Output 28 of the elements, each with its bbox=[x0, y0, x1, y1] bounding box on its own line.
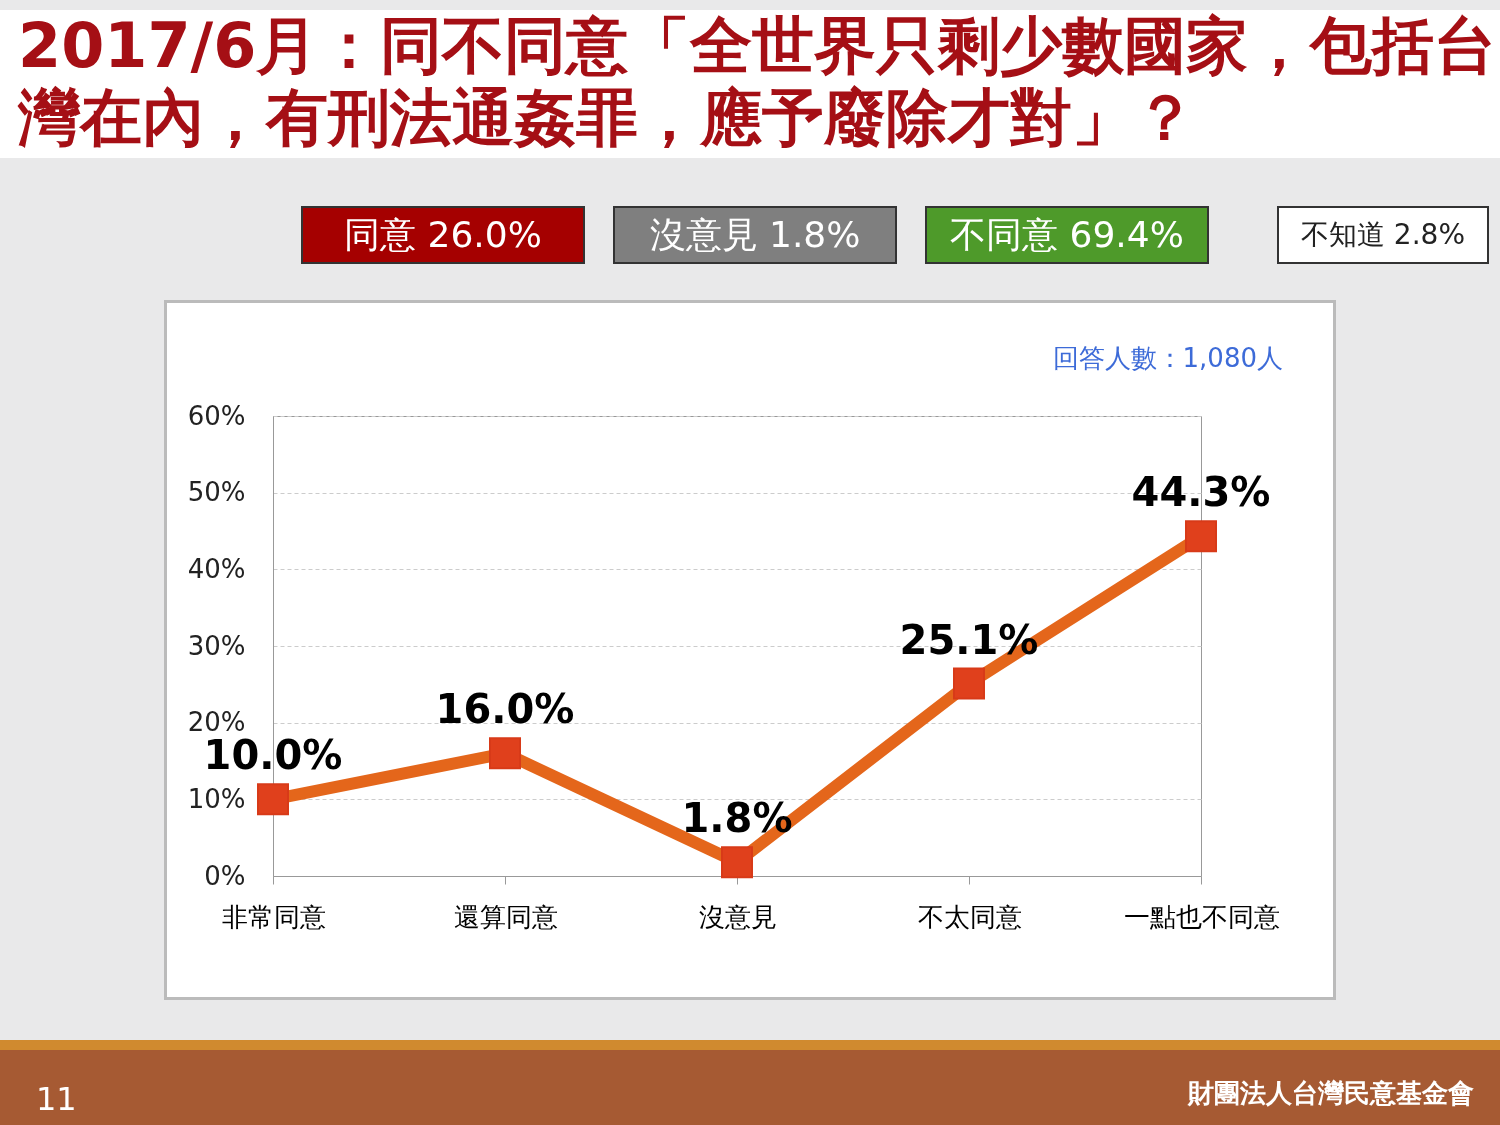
x-tick-label: 不太同意 bbox=[917, 901, 1022, 932]
point bbox=[721, 846, 753, 879]
data-label: 1.8% bbox=[681, 795, 793, 842]
y-tick-label: 10% bbox=[187, 783, 246, 814]
point bbox=[953, 667, 985, 700]
y-tick-label: 60% bbox=[187, 400, 246, 431]
point bbox=[1185, 520, 1217, 553]
data-label: 25.1% bbox=[899, 616, 1039, 663]
x-tick-label: 還算同意 bbox=[453, 901, 558, 932]
text: 財團法人台灣民意基金會 bbox=[1188, 1077, 1474, 1110]
x-tick-label: 沒意見 bbox=[698, 901, 777, 932]
text: 不知道 2.8% bbox=[1277, 206, 1489, 264]
text: 不同意 69.4% bbox=[925, 206, 1209, 264]
data-label: 16.0% bbox=[435, 686, 575, 733]
x-tick-label: 非常同意 bbox=[221, 901, 326, 932]
y-tick-label: 40% bbox=[187, 553, 246, 584]
point bbox=[257, 783, 289, 816]
y-tick-label: 0% bbox=[204, 860, 246, 891]
text: 11 bbox=[36, 1080, 77, 1118]
chart-title: 2017/6月：同不同意「全世界只剩少數國家，包括台灣在內，有刑法通姦罪，應予廢除才對」？ bbox=[0, 9, 1500, 158]
text: 回答人數：1,080人 bbox=[1052, 342, 1283, 375]
y-tick-label: 30% bbox=[187, 630, 246, 661]
point bbox=[489, 737, 521, 770]
y-tick-label: 50% bbox=[187, 477, 246, 508]
x-tick-label: 一點也不同意 bbox=[1123, 901, 1280, 932]
text: 沒意見 1.8% bbox=[613, 206, 897, 264]
text: 同意 26.0% bbox=[301, 206, 585, 264]
data-label: 44.3% bbox=[1131, 469, 1271, 516]
